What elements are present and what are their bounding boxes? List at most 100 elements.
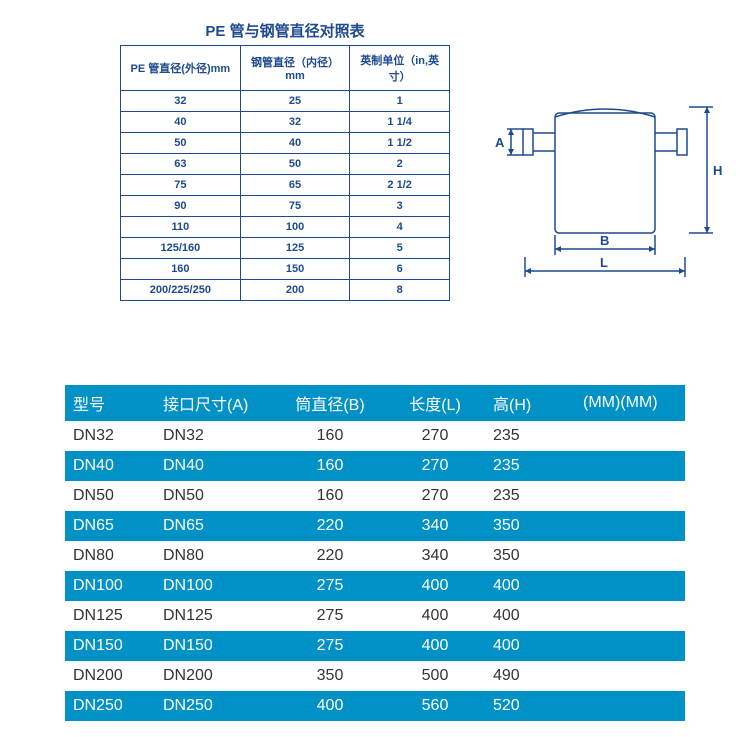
table-cell: 50 bbox=[121, 133, 241, 154]
table-cell: 50 bbox=[240, 154, 350, 175]
table-cell: DN150 bbox=[65, 631, 155, 661]
table-cell bbox=[575, 661, 685, 691]
table-cell: 235 bbox=[485, 451, 575, 481]
table-cell: 32 bbox=[121, 91, 241, 112]
table-cell bbox=[575, 691, 685, 721]
table-cell: 220 bbox=[275, 541, 385, 571]
table-cell: 270 bbox=[385, 451, 485, 481]
table-cell bbox=[575, 541, 685, 571]
table-row: DN150DN150275400400 bbox=[65, 631, 685, 661]
table-cell: 160 bbox=[275, 421, 385, 451]
table-cell: 400 bbox=[385, 571, 485, 601]
table-cell: 400 bbox=[485, 631, 575, 661]
table-cell: DN250 bbox=[155, 691, 275, 721]
table-cell: 4 bbox=[350, 217, 450, 238]
table-cell: 160 bbox=[275, 451, 385, 481]
table-row: DN40DN40160270235 bbox=[65, 451, 685, 481]
table-header: (MM)(MM) bbox=[575, 385, 685, 421]
table-cell: 65 bbox=[240, 175, 350, 196]
table-cell: 350 bbox=[485, 511, 575, 541]
table-cell: 3 bbox=[350, 196, 450, 217]
dim-label-b: B bbox=[600, 233, 609, 248]
table-header: 筒直径(B) bbox=[275, 385, 385, 421]
table-row: DN80DN80220340350 bbox=[65, 541, 685, 571]
table-cell: 275 bbox=[275, 601, 385, 631]
dimensions-table: 型号 接口尺寸(A) 筒直径(B) 长度(L) 高(H) (MM)(MM) DN… bbox=[65, 385, 685, 721]
table-cell bbox=[575, 511, 685, 541]
table-row: DN50DN50160270235 bbox=[65, 481, 685, 511]
table-cell: 25 bbox=[240, 91, 350, 112]
pe-steel-diameter-table: PE 管直径(外径)mm 钢管直径（内径）mm 英制单位（in,英寸） 3225… bbox=[120, 45, 450, 301]
table-cell: DN65 bbox=[155, 511, 275, 541]
table-cell: 1 1/2 bbox=[350, 133, 450, 154]
table-row: 125/1601255 bbox=[121, 238, 450, 259]
table-row: DN250DN250400560520 bbox=[65, 691, 685, 721]
table-cell: 520 bbox=[485, 691, 575, 721]
table-cell bbox=[575, 601, 685, 631]
table-cell: 40 bbox=[121, 112, 241, 133]
table-cell bbox=[575, 631, 685, 661]
table-cell: 5 bbox=[350, 238, 450, 259]
table-cell: 110 bbox=[121, 217, 241, 238]
table-row: DN200DN200350500490 bbox=[65, 661, 685, 691]
table-cell: DN32 bbox=[65, 421, 155, 451]
table-cell: 400 bbox=[385, 601, 485, 631]
table-cell bbox=[575, 451, 685, 481]
table-header-row: 型号 接口尺寸(A) 筒直径(B) 长度(L) 高(H) (MM)(MM) bbox=[65, 385, 685, 421]
table-header: 英制单位（in,英寸） bbox=[350, 46, 450, 91]
table-row: 50401 1/2 bbox=[121, 133, 450, 154]
table-cell: DN250 bbox=[65, 691, 155, 721]
table-cell: DN100 bbox=[155, 571, 275, 601]
table-cell: 1 1/4 bbox=[350, 112, 450, 133]
table-cell: 200 bbox=[240, 280, 350, 301]
table-cell: 125/160 bbox=[121, 238, 241, 259]
table-cell: 400 bbox=[275, 691, 385, 721]
table-cell: DN40 bbox=[155, 451, 275, 481]
table-cell: DN200 bbox=[65, 661, 155, 691]
table-header: PE 管直径(外径)mm bbox=[121, 46, 241, 91]
table-header: 钢管直径（内径）mm bbox=[240, 46, 350, 91]
table-cell: 75 bbox=[240, 196, 350, 217]
table-cell: 500 bbox=[385, 661, 485, 691]
table-cell: DN80 bbox=[155, 541, 275, 571]
table-cell: 270 bbox=[385, 421, 485, 451]
table-cell: 275 bbox=[275, 571, 385, 601]
table-cell: 75 bbox=[121, 175, 241, 196]
table-row: 1601506 bbox=[121, 259, 450, 280]
table-cell bbox=[575, 421, 685, 451]
table-cell: 340 bbox=[385, 541, 485, 571]
dim-label-a: A bbox=[495, 135, 505, 150]
table-cell: 6 bbox=[350, 259, 450, 280]
table-cell: 350 bbox=[485, 541, 575, 571]
table-cell: 90 bbox=[121, 196, 241, 217]
table-cell: 63 bbox=[121, 154, 241, 175]
table-cell: DN200 bbox=[155, 661, 275, 691]
table-cell: 32 bbox=[240, 112, 350, 133]
table-row: 90753 bbox=[121, 196, 450, 217]
table-cell: DN50 bbox=[155, 481, 275, 511]
dim-label-h: H bbox=[713, 163, 722, 178]
table-cell: 160 bbox=[275, 481, 385, 511]
table-row: DN100DN100275400400 bbox=[65, 571, 685, 601]
table-cell: DN65 bbox=[65, 511, 155, 541]
bottom-section: 型号 接口尺寸(A) 筒直径(B) 长度(L) 高(H) (MM)(MM) DN… bbox=[65, 385, 685, 721]
table-cell: DN125 bbox=[65, 601, 155, 631]
table-header: 型号 bbox=[65, 385, 155, 421]
table-row: 32251 bbox=[121, 91, 450, 112]
table-cell: 2 bbox=[350, 154, 450, 175]
table-cell bbox=[575, 571, 685, 601]
table-row: DN32DN32160270235 bbox=[65, 421, 685, 451]
pipe-fitting-diagram: A H B L bbox=[495, 95, 725, 295]
table-cell: 400 bbox=[385, 631, 485, 661]
table-cell: DN50 bbox=[65, 481, 155, 511]
table-cell: DN80 bbox=[65, 541, 155, 571]
table-header-row: PE 管直径(外径)mm 钢管直径（内径）mm 英制单位（in,英寸） bbox=[121, 46, 450, 91]
table-cell: 270 bbox=[385, 481, 485, 511]
table-cell: DN125 bbox=[155, 601, 275, 631]
table-cell: 40 bbox=[240, 133, 350, 154]
table-cell: 220 bbox=[275, 511, 385, 541]
table-row: DN65DN65220340350 bbox=[65, 511, 685, 541]
table-row: DN125DN125275400400 bbox=[65, 601, 685, 631]
table-cell: 235 bbox=[485, 421, 575, 451]
table-row: 75652 1/2 bbox=[121, 175, 450, 196]
